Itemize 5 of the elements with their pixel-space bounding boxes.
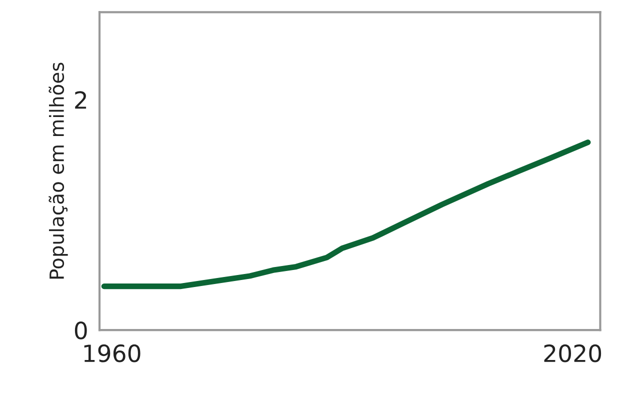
- x-tick-label: 2020: [544, 344, 602, 362]
- y-tick-label: 2: [75, 91, 86, 109]
- x-tick-label: 1960: [84, 344, 140, 362]
- y-axis-title: População em milhões: [48, 62, 68, 279]
- y-tick-label: 0: [74, 322, 87, 340]
